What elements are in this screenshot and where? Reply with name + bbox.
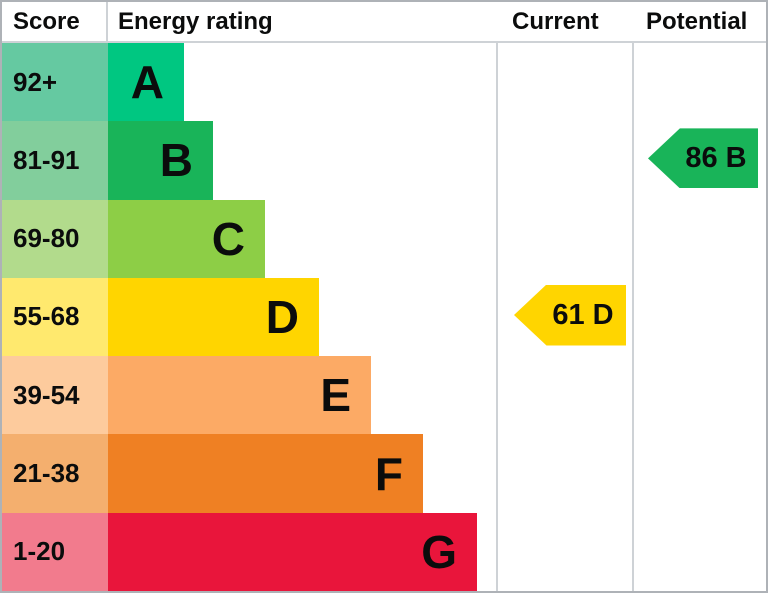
score-range-b: 81-91 xyxy=(2,121,108,200)
column-header-score: Score xyxy=(2,2,108,41)
rating-row-a: 92+ A xyxy=(2,43,766,122)
rating-row-c: 69-80 C xyxy=(2,199,766,278)
rating-bar-g: G xyxy=(108,512,477,591)
rating-row-g: 1-20 G xyxy=(2,512,766,591)
rating-row-f: 21-38 F xyxy=(2,434,766,513)
rating-bar-f: F xyxy=(108,434,423,513)
score-range-a: 92+ xyxy=(2,43,108,122)
column-separator-current xyxy=(496,2,498,591)
rating-bar-d: D xyxy=(108,277,319,357)
column-header-current: Current xyxy=(512,7,599,35)
score-range-g: 1-20 xyxy=(2,512,108,591)
column-header-energy-rating: Energy rating xyxy=(118,7,273,35)
table-header: Score Energy rating Current Potential xyxy=(2,2,766,43)
rating-row-b: 81-91 B xyxy=(2,121,766,200)
column-header-potential: Potential xyxy=(646,7,748,35)
rating-bar-c: C xyxy=(108,199,265,278)
score-range-c: 69-80 xyxy=(2,199,108,278)
rating-bar-a: A xyxy=(108,43,184,122)
score-range-d: 55-68 xyxy=(2,277,108,357)
rating-rows: 92+ A 81-91 B 69-80 C 55-68 D 39-54 E 21-38 F 1-20 G xyxy=(2,43,766,591)
rating-row-e: 39-54 E xyxy=(2,356,766,435)
rating-bar-b: B xyxy=(108,121,213,200)
score-range-f: 21-38 xyxy=(2,434,108,513)
score-range-e: 39-54 xyxy=(2,356,108,435)
rating-bar-e: E xyxy=(108,356,371,435)
rating-row-d: 55-68 D xyxy=(2,277,766,357)
column-separator-potential xyxy=(632,2,634,591)
